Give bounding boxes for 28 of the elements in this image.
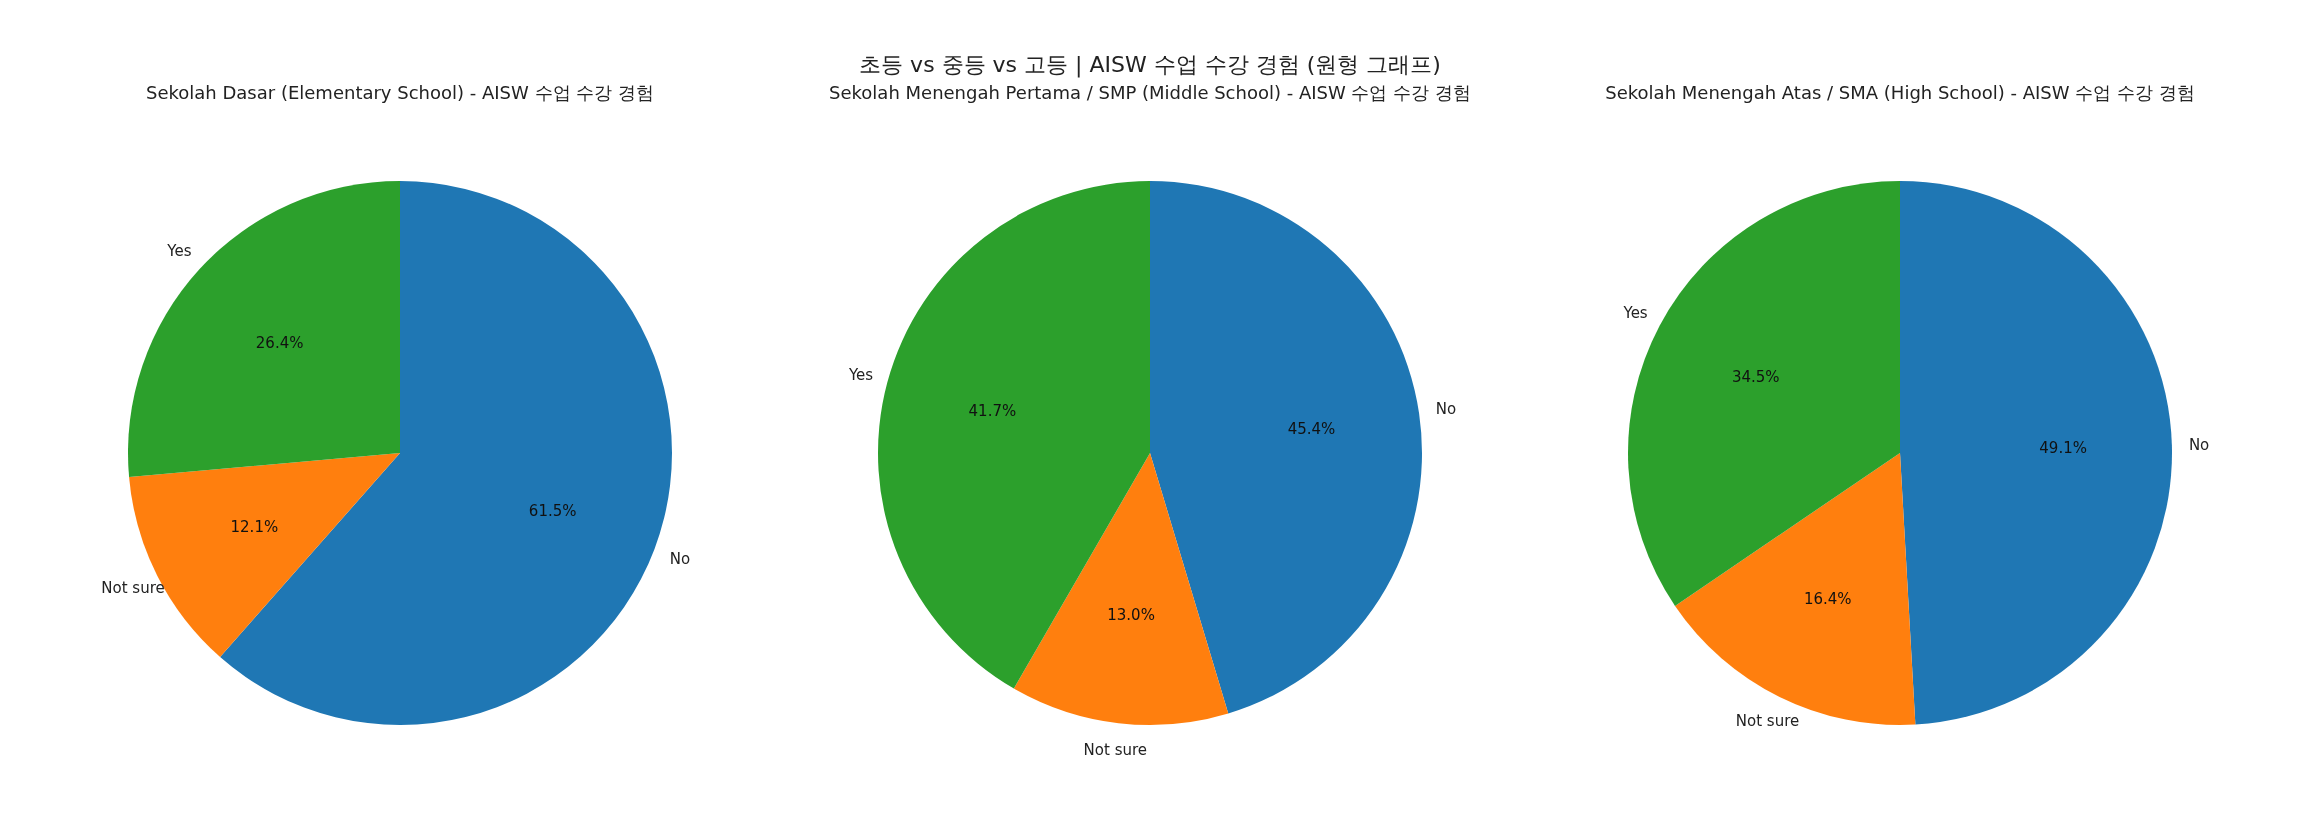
pie-slice <box>128 181 400 477</box>
slice-label: Yes <box>847 366 874 385</box>
data-label: 13.0% <box>1107 606 1155 625</box>
pie-slice <box>220 181 672 725</box>
data-label: 12.1% <box>230 517 279 536</box>
slice-label: No <box>1435 400 1457 419</box>
data-label: 49.1% <box>2039 439 2087 458</box>
pie-slice <box>129 453 400 658</box>
slice-label: Not sure <box>101 579 165 597</box>
slice-label: No <box>669 549 691 568</box>
pie-slice <box>1900 181 2172 725</box>
data-label: 61.5% <box>528 501 577 520</box>
slice-label: Yes <box>166 241 192 260</box>
slice-label: Not sure <box>1083 741 1148 760</box>
text: 초등 vs 중등 vs 고등 | AISW 수업 수강 경험 (원형 그래프) <box>858 51 1442 80</box>
data-label: 41.7% <box>968 401 1017 420</box>
data-label: 26.4% <box>255 333 304 352</box>
chart-title: Sekolah Menengah Pertama / SMP (Middle School) - AISW 수업 수강 경험 <box>829 82 1471 103</box>
slice-label: Not sure <box>1735 712 1800 731</box>
data-label: 45.4% <box>1287 420 1336 439</box>
pie-slice <box>1013 453 1229 725</box>
data-label: 34.5% <box>1731 367 1780 386</box>
chart-title: Sekolah Menengah Atas / SMA (High School) - AISW 수업 수강 경험 <box>1605 82 2195 103</box>
chart-title: Sekolah Dasar (Elementary School) - AISW 수업 수강 경험 <box>146 82 654 103</box>
data-label: 16.4% <box>1803 590 1852 609</box>
pie-slice <box>1675 453 1916 725</box>
slice-label: No <box>2188 435 2210 454</box>
slice-label: Yes <box>1622 304 1648 322</box>
